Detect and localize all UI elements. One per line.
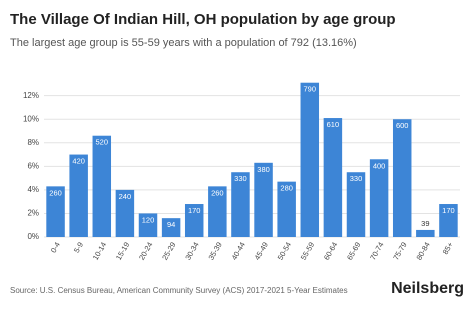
bar bbox=[231, 172, 250, 237]
data-label: 39 bbox=[421, 219, 429, 228]
bar bbox=[138, 213, 158, 237]
x-tick-label: 85+ bbox=[441, 240, 455, 256]
data-label: 280 bbox=[280, 184, 293, 193]
x-tick-label: 50-54 bbox=[276, 240, 293, 261]
x-tick-label: 15-19 bbox=[114, 240, 131, 261]
data-label: 330 bbox=[350, 174, 363, 183]
bar bbox=[184, 204, 204, 237]
x-tick-label: 65-69 bbox=[345, 240, 362, 261]
bar bbox=[300, 82, 320, 237]
data-label: 120 bbox=[142, 215, 155, 224]
data-label: 170 bbox=[188, 206, 201, 215]
x-tick-label: 10-14 bbox=[91, 240, 108, 261]
bar bbox=[161, 218, 181, 237]
x-tick-label: 75-79 bbox=[391, 240, 408, 261]
y-tick-label: 2% bbox=[27, 209, 39, 218]
x-tick-label: 35-39 bbox=[206, 240, 223, 261]
source: Source: U.S. Census Bureau, American Com… bbox=[10, 286, 348, 295]
y-tick-label: 6% bbox=[27, 161, 39, 170]
x-tick-label: 20-24 bbox=[137, 240, 154, 261]
data-label: 260 bbox=[49, 188, 62, 197]
x-tick-label: 60-64 bbox=[322, 240, 339, 261]
bar bbox=[277, 181, 296, 237]
data-label: 380 bbox=[257, 165, 270, 174]
x-tick-label: 5-9 bbox=[72, 240, 85, 254]
bar bbox=[208, 186, 227, 237]
bar bbox=[346, 172, 366, 237]
data-label: 330 bbox=[234, 174, 247, 183]
bar bbox=[92, 135, 112, 237]
data-label: 400 bbox=[373, 161, 386, 170]
bar bbox=[46, 186, 65, 237]
brand: Neilsberg bbox=[391, 280, 464, 297]
data-label: 94 bbox=[167, 220, 175, 229]
bar bbox=[254, 162, 273, 237]
y-tick-label: 0% bbox=[27, 232, 39, 241]
data-label: 170 bbox=[442, 206, 455, 215]
x-tick-label: 40-44 bbox=[230, 240, 247, 261]
data-label: 610 bbox=[327, 120, 340, 129]
x-tick-label: 30-34 bbox=[183, 240, 200, 261]
data-label: 260 bbox=[211, 188, 224, 197]
bar bbox=[115, 189, 135, 237]
bar bbox=[69, 154, 88, 237]
data-label: 520 bbox=[96, 138, 109, 147]
y-tick-label: 10% bbox=[23, 114, 39, 123]
chart-title: The Village Of Indian Hill, OH populatio… bbox=[10, 11, 396, 28]
data-label: 790 bbox=[304, 85, 317, 94]
data-label: 420 bbox=[72, 157, 85, 166]
x-tick-label: 55-59 bbox=[299, 240, 316, 261]
y-tick-label: 12% bbox=[23, 91, 39, 100]
y-tick-label: 8% bbox=[27, 138, 39, 147]
bar bbox=[439, 204, 458, 237]
y-tick-label: 4% bbox=[27, 185, 39, 194]
x-tick-label: 0-4 bbox=[49, 240, 62, 254]
data-label: 240 bbox=[119, 192, 132, 201]
x-tick-label: 25-29 bbox=[160, 240, 177, 261]
x-tick-label: 80-84 bbox=[414, 240, 431, 261]
chart-subtitle: The largest age group is 55-59 years wit… bbox=[10, 37, 357, 49]
x-tick-label: 45-49 bbox=[253, 240, 270, 261]
x-tick-label: 70-74 bbox=[368, 240, 385, 261]
bar bbox=[392, 119, 412, 237]
bar bbox=[369, 159, 389, 237]
bar bbox=[323, 118, 343, 237]
data-label: 600 bbox=[396, 121, 409, 130]
bar bbox=[416, 229, 435, 237]
